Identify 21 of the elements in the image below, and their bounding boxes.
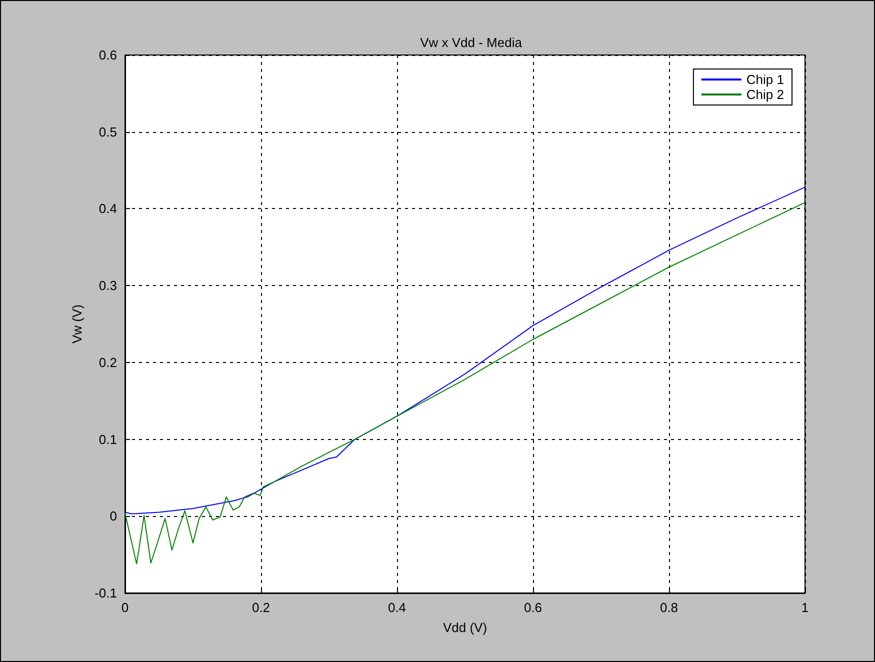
x-axis-title: Vdd (V) bbox=[442, 620, 488, 635]
legend-label: Chip 1 bbox=[746, 72, 784, 87]
y-tick-label: 0.6 bbox=[98, 48, 117, 62]
x-tick-label: 0.2 bbox=[252, 600, 270, 615]
chart-title: Vw x Vdd - Media bbox=[420, 35, 523, 50]
y-tick-label: 0.1 bbox=[98, 432, 117, 447]
y-tick-label: 0.4 bbox=[98, 201, 117, 216]
y-tick-label: 0.3 bbox=[98, 278, 117, 294]
x-tick-label: 0 bbox=[121, 600, 129, 615]
y-tick-label: 0.5 bbox=[98, 124, 117, 140]
line-series bbox=[124, 186, 806, 514]
x-tick-label: 1 bbox=[801, 600, 809, 615]
x-tick-label: 0.8 bbox=[660, 600, 678, 615]
x-tick-label: 0.6 bbox=[524, 600, 542, 615]
line-series bbox=[124, 202, 806, 564]
y-axis-title: Vw (V) bbox=[70, 304, 85, 344]
x-tick-label: 0.4 bbox=[388, 600, 406, 615]
legend-label: Chip 2 bbox=[746, 87, 784, 102]
y-tick-label: 0.2 bbox=[98, 354, 117, 370]
y-tick-label: -0.1 bbox=[94, 586, 117, 600]
y-tick-label: 0 bbox=[110, 508, 117, 524]
